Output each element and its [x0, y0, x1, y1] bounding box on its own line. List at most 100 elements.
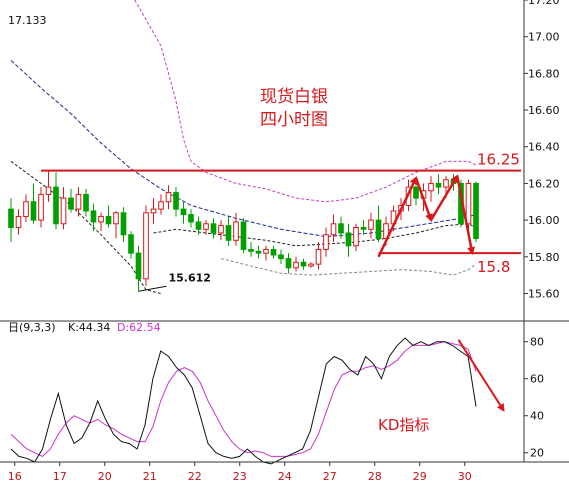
date-tick-label: 17 [53, 470, 67, 483]
candle-body [323, 234, 329, 250]
kd-params-label: 日(9,3,3) [8, 321, 56, 334]
price-tick-label: 15.60 [528, 287, 560, 300]
candle-body [188, 214, 194, 223]
corner-label: 17.133 [8, 14, 47, 27]
price-tick-label: 17.00 [528, 31, 560, 44]
candle-body [45, 186, 52, 195]
candle-body [105, 215, 112, 225]
candle-body [345, 232, 352, 247]
candle-body [23, 201, 29, 217]
candle-body [75, 193, 82, 210]
candle-body [83, 193, 89, 212]
kd-tick-label: 20 [530, 447, 544, 460]
kd-panel [10, 337, 505, 465]
candle-body [120, 212, 127, 236]
kd-forecast-arrow [457, 339, 505, 412]
date-tick-label: 27 [323, 470, 337, 483]
candle-body [285, 258, 292, 269]
kd-d-line [10, 341, 477, 457]
boll-upper-line [134, 0, 477, 203]
candle-body [233, 221, 239, 241]
candle-body [315, 248, 322, 265]
price-tick-label: 16.00 [528, 214, 560, 227]
kd-k-line [10, 337, 477, 465]
candle-body [53, 186, 59, 225]
candle-body [360, 226, 367, 230]
price-tick-label: 16.40 [528, 141, 560, 154]
candle-body [143, 212, 149, 280]
candle-body [428, 182, 434, 192]
candle-body [90, 210, 97, 223]
boll-lower-c-line [220, 258, 477, 276]
candle-body [270, 248, 277, 256]
candle-body [195, 221, 202, 230]
candle-body [173, 192, 179, 210]
date-tick-label: 21 [143, 470, 157, 483]
candle-body [465, 182, 472, 225]
date-tick-label: 22 [188, 470, 202, 483]
candle-body [113, 212, 119, 225]
candle-body [255, 250, 262, 254]
date-tick-label: 20 [98, 470, 112, 483]
candle-body [150, 208, 157, 214]
pattern-arrow [414, 177, 433, 222]
low-label: 15.612 [169, 271, 211, 284]
low-pointer [138, 285, 167, 292]
candle-body [203, 223, 209, 230]
chart-title: 现货白银 [260, 87, 328, 107]
candle-body [225, 225, 232, 241]
pattern-arrow [456, 175, 476, 256]
candle-body [128, 234, 134, 254]
price-tick-label: 16.20 [528, 177, 560, 190]
price-tick-label: 16.60 [528, 104, 560, 117]
candle-body [240, 221, 247, 250]
candle-body [8, 208, 14, 228]
kd-k-label: K:44.34 [68, 321, 110, 334]
candle-body [60, 197, 67, 225]
candle-body [30, 201, 37, 221]
candle-body [135, 252, 142, 280]
date-tick-label: 23 [233, 470, 247, 483]
kd-title: KD指标 [378, 416, 429, 434]
resistance-label: 16.25 [477, 151, 520, 169]
candle-body [38, 193, 44, 221]
candle-body [338, 223, 344, 234]
candle-body [435, 182, 442, 188]
candle-body [180, 208, 187, 216]
price-tick-label: 15.80 [528, 251, 560, 264]
price-tick-label: 17.20 [528, 0, 560, 7]
chart-subtitle: 四小时图 [260, 110, 328, 130]
candle-body [308, 263, 314, 267]
candle-body [443, 179, 449, 188]
pattern-arrow [377, 176, 418, 258]
boll-mid-line [10, 60, 477, 238]
candle-body [210, 223, 217, 234]
date-tick-label: 30 [458, 470, 472, 483]
candle-body [293, 261, 299, 269]
kd-tick-label: 40 [530, 410, 544, 423]
candle-body [98, 215, 104, 223]
candle-body [263, 248, 269, 254]
candle-body [278, 254, 284, 260]
candle-body [413, 186, 419, 199]
date-tick-label: 29 [413, 470, 427, 483]
kd-tick-label: 80 [530, 336, 544, 349]
candle-body [158, 201, 164, 210]
candle-body [165, 192, 172, 203]
boll-lower-b-line [153, 223, 477, 247]
date-tick-label: 28 [368, 470, 382, 483]
price-tick-label: 16.80 [528, 67, 560, 80]
price-panel: 16.25 15.8 15.612 [8, 0, 521, 294]
candle-body [68, 197, 74, 210]
candle-body [353, 226, 359, 247]
pattern-arrow [429, 174, 459, 221]
candle-body [368, 219, 374, 230]
date-tick-label: 24 [278, 470, 292, 483]
candle-body [218, 225, 224, 234]
date-tick-label: 16 [8, 470, 22, 483]
candle-body [473, 182, 479, 239]
kd-tick-label: 60 [530, 373, 544, 386]
candle-body [300, 261, 307, 267]
